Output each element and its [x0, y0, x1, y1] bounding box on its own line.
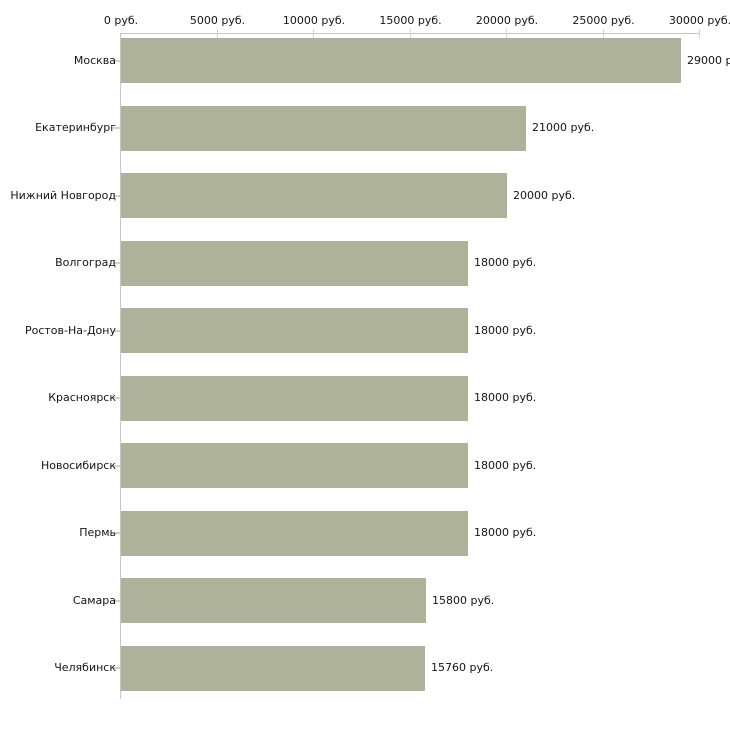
x-tick — [409, 29, 411, 38]
bar — [121, 308, 468, 353]
value-label: 15760 руб. — [431, 661, 494, 674]
value-label: 29000 руб. — [687, 54, 730, 67]
value-label: 18000 руб. — [474, 526, 537, 539]
x-tick-label: 10000 руб. — [282, 14, 346, 27]
value-label: 18000 руб. — [474, 256, 537, 269]
x-tick-label: 25000 руб. — [572, 14, 635, 27]
bar — [121, 376, 468, 421]
bar — [121, 443, 468, 488]
y-tick — [113, 60, 120, 62]
category-label: Новосибирск — [40, 459, 116, 472]
bar — [121, 241, 468, 286]
y-tick — [113, 195, 120, 197]
x-tick-label: 15000 руб. — [379, 14, 442, 27]
value-label: 15800 руб. — [432, 594, 495, 607]
category-label: Челябинск — [54, 661, 116, 674]
value-label: 18000 руб. — [474, 324, 537, 337]
y-tick — [113, 600, 120, 602]
x-tick — [699, 29, 700, 38]
x-tick — [506, 29, 507, 38]
bar — [121, 578, 426, 623]
category-label: Екатеринбург — [35, 121, 116, 134]
value-label: 21000 руб. — [532, 121, 595, 134]
value-label: 20000 руб. — [513, 189, 576, 202]
y-tick — [113, 262, 120, 264]
category-label: Пермь — [79, 526, 116, 539]
bar — [121, 106, 526, 151]
category-label: Волгоград — [55, 256, 116, 269]
y-tick — [113, 667, 120, 669]
x-tick-label: 30000 руб. — [668, 14, 730, 27]
x-tick — [313, 29, 314, 38]
category-label: Москва — [73, 54, 116, 67]
value-label: 18000 руб. — [474, 459, 537, 472]
y-tick — [113, 330, 120, 332]
category-label: Нижний Новгород — [10, 189, 116, 202]
category-label: Самара — [72, 594, 116, 607]
x-tick-label: 5000 руб. — [189, 14, 246, 27]
y-tick — [113, 532, 120, 534]
bar — [121, 173, 507, 218]
x-axis-line — [121, 33, 700, 34]
y-tick — [113, 465, 120, 467]
bar — [121, 646, 425, 691]
value-label: 18000 руб. — [474, 391, 537, 404]
x-tick-label: 20000 руб. — [475, 14, 539, 27]
bar — [121, 38, 681, 83]
x-tick-label: 0 руб. — [103, 14, 139, 27]
x-tick — [216, 29, 218, 38]
category-label: Красноярск — [48, 391, 116, 404]
bar — [121, 511, 468, 556]
x-tick — [602, 29, 604, 38]
y-tick — [113, 397, 120, 399]
y-axis-line — [120, 33, 121, 699]
y-tick — [113, 127, 120, 129]
category-label: Ростов-На-Дону — [24, 324, 116, 337]
